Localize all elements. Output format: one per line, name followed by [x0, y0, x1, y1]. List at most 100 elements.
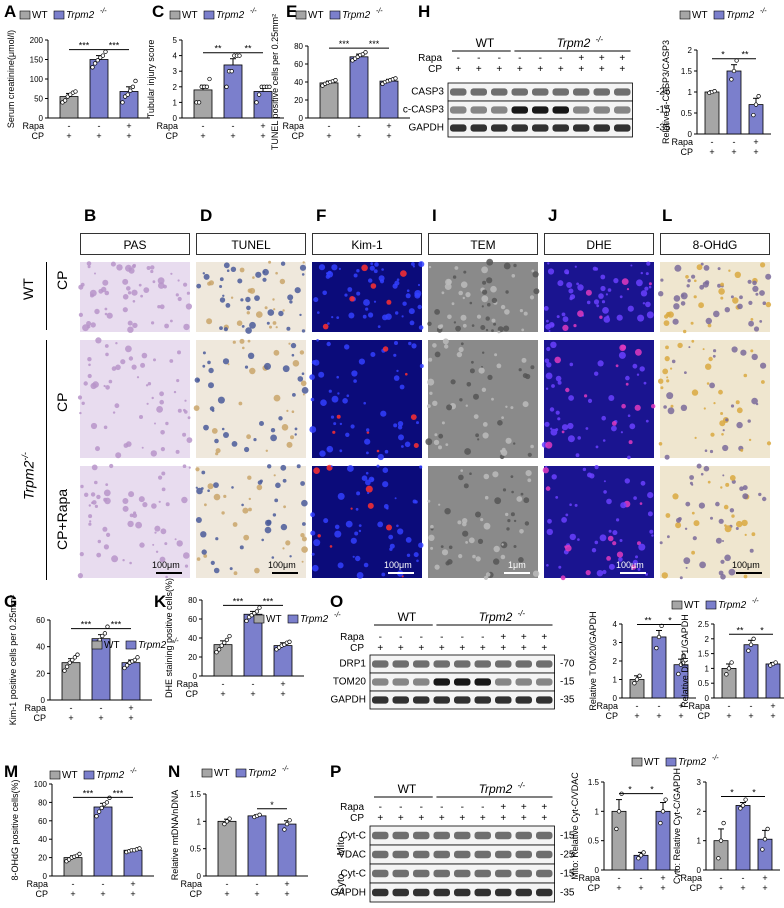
tile-cell: [156, 406, 164, 413]
data-point: [64, 664, 70, 669]
row-bracket-wt: [46, 262, 47, 330]
cp-sign-1: +: [731, 147, 736, 157]
tile-cell: [264, 526, 272, 534]
tile-cell: [176, 379, 180, 383]
blot-band: [552, 106, 569, 114]
tile-cell: [247, 475, 252, 480]
rapa-sign-0: -: [711, 137, 714, 147]
blot-rapa-sign: +: [541, 802, 547, 813]
rapa-sign-2: +: [128, 703, 133, 713]
tile-cell: [710, 432, 715, 437]
tile-cell: [485, 572, 491, 577]
data-point: [729, 77, 734, 82]
blot-cp-sign: +: [459, 643, 465, 654]
tile-cell: [376, 449, 380, 453]
tile-cell: [576, 282, 579, 286]
tile-cell: [545, 486, 551, 491]
tile-cell: [542, 467, 549, 474]
tile-cell: [223, 432, 229, 438]
tile-cell: [203, 424, 209, 431]
panel-letter-d: D: [200, 206, 213, 225]
blot-cp-sign: +: [558, 64, 564, 75]
legend-label-wt: WT: [32, 10, 48, 21]
tile-cell: [193, 405, 200, 411]
tile-cell: [154, 525, 161, 532]
tile-cell: [603, 490, 607, 494]
tile-cell: [410, 414, 417, 420]
tile-cell: [329, 545, 333, 548]
tile-cell: [457, 520, 462, 525]
tile-cell: [102, 526, 108, 532]
tile-cell: [567, 422, 574, 430]
tile-cell: [313, 297, 319, 303]
tile-cell: [280, 523, 288, 531]
y-axis-label: Relative TOM20/GAPDH: [588, 611, 598, 710]
tile-cell: [246, 434, 252, 440]
tile-cell: [184, 399, 187, 402]
tile-cell: [568, 395, 574, 401]
tile-cell: [289, 300, 293, 304]
tile-cell: [700, 472, 704, 476]
tile-cell: [413, 443, 419, 448]
data-point: [128, 88, 133, 93]
tile-cell: [108, 379, 113, 384]
data-point: [100, 633, 105, 639]
tile-cell: [663, 320, 670, 326]
tile-cell: [90, 492, 96, 497]
tile-cell: [530, 444, 534, 449]
tile-cell: [734, 271, 741, 278]
tile-cell: [301, 546, 308, 553]
tile-cell: [365, 471, 369, 475]
tile-cell: [104, 312, 108, 316]
tile-cell: [354, 531, 359, 536]
blot-band: [413, 696, 430, 704]
tile-cell: [433, 439, 440, 446]
blot-cp-sign: +: [619, 64, 625, 75]
blot-band: [433, 696, 450, 704]
blot-band: [515, 660, 532, 668]
tile-cell: [275, 326, 278, 329]
tile-cell: [196, 557, 201, 561]
tile-cell: [658, 291, 664, 297]
tile-cell: [86, 261, 92, 266]
tile-cell: [672, 318, 679, 325]
tile-cell: [742, 493, 749, 500]
tile-cell: [550, 341, 557, 348]
tile-cell: [620, 344, 627, 350]
tile-cell: [555, 410, 560, 415]
tile-cell: [740, 349, 747, 356]
panel-letter-a: A: [4, 2, 17, 21]
tile-cell: [689, 481, 693, 485]
cp-sign-2: +: [260, 131, 265, 141]
data-point: [100, 53, 106, 58]
panel-letter-g: G: [4, 592, 18, 611]
tile-cell: [595, 445, 599, 449]
tile-cell: [336, 375, 340, 379]
blot-band: [433, 850, 450, 859]
data-point: [751, 112, 756, 118]
blot-band: [552, 88, 569, 96]
rapa-label: Rapa: [22, 121, 44, 131]
tile-cell: [416, 559, 419, 563]
tile-cell: [128, 491, 135, 498]
tile-cell: [471, 324, 475, 327]
tile-cell: [721, 433, 724, 436]
tile-cell: [760, 362, 767, 369]
scale-tem: 1μm: [508, 560, 526, 570]
tile-cell: [127, 326, 134, 333]
tile-cell: [546, 362, 552, 368]
tile-cell: [482, 280, 487, 285]
tile-cell: [313, 467, 320, 475]
data-point: [254, 100, 259, 105]
tile-cell: [79, 411, 82, 415]
blot-cp-sign: +: [459, 813, 465, 824]
tile-cell: [664, 356, 670, 362]
blot-band: [474, 831, 491, 840]
sig-label: **: [214, 44, 222, 54]
tile-cell: [692, 536, 697, 541]
blot-band: [495, 678, 512, 686]
tile-cell: [278, 310, 284, 317]
tile-cell: [546, 564, 549, 567]
tile-cell: [351, 370, 358, 377]
tile-cell: [643, 381, 647, 385]
